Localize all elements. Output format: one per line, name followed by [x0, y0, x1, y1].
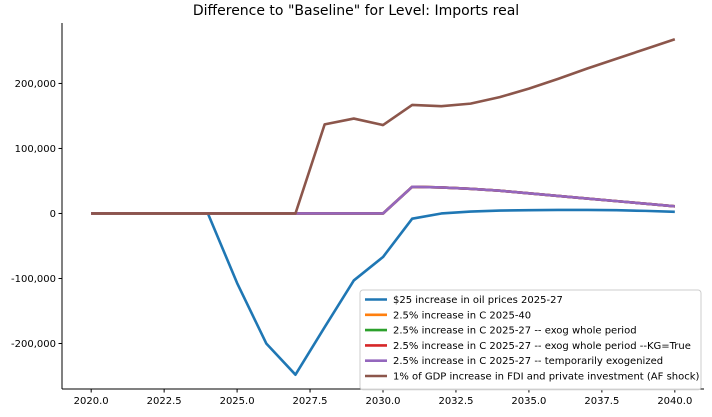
legend-label: 2.5% increase in C 2025-27 -- temporaril… [393, 356, 663, 367]
x-tick-label: 2030.0 [366, 396, 401, 407]
legend-label: 1% of GDP increase in FDI and private in… [393, 372, 700, 383]
y-tick-label: 100,000 [15, 144, 56, 155]
x-tick-label: 2037.5 [584, 396, 619, 407]
legend-label: 2.5% increase in C 2025-27 -- exog whole… [393, 326, 637, 337]
x-tick-label: 2035.0 [511, 396, 546, 407]
y-tick-label: -100,000 [11, 274, 56, 285]
legend-label: 2.5% increase in C 2025-40 [393, 310, 531, 321]
x-tick-label: 2040.0 [657, 396, 692, 407]
x-tick-label: 2032.5 [438, 396, 473, 407]
chart-title: Difference to "Baseline" for Level: Impo… [192, 3, 520, 19]
legend-label: 2.5% increase in C 2025-27 -- exog whole… [393, 341, 691, 352]
x-tick-label: 2027.5 [293, 396, 328, 407]
y-tick-label: 200,000 [15, 79, 56, 90]
x-tick-label: 2020.0 [74, 396, 109, 407]
x-tick-label: 2025.0 [220, 396, 255, 407]
y-tick-label: 0 [50, 209, 56, 220]
x-tick-label: 2022.5 [147, 396, 182, 407]
y-tick-label: -200,000 [11, 339, 56, 350]
legend-box [359, 289, 702, 391]
series-line-6 [91, 38, 676, 215]
legend-label: $25 increase in oil prices 2025-27 [393, 295, 563, 306]
